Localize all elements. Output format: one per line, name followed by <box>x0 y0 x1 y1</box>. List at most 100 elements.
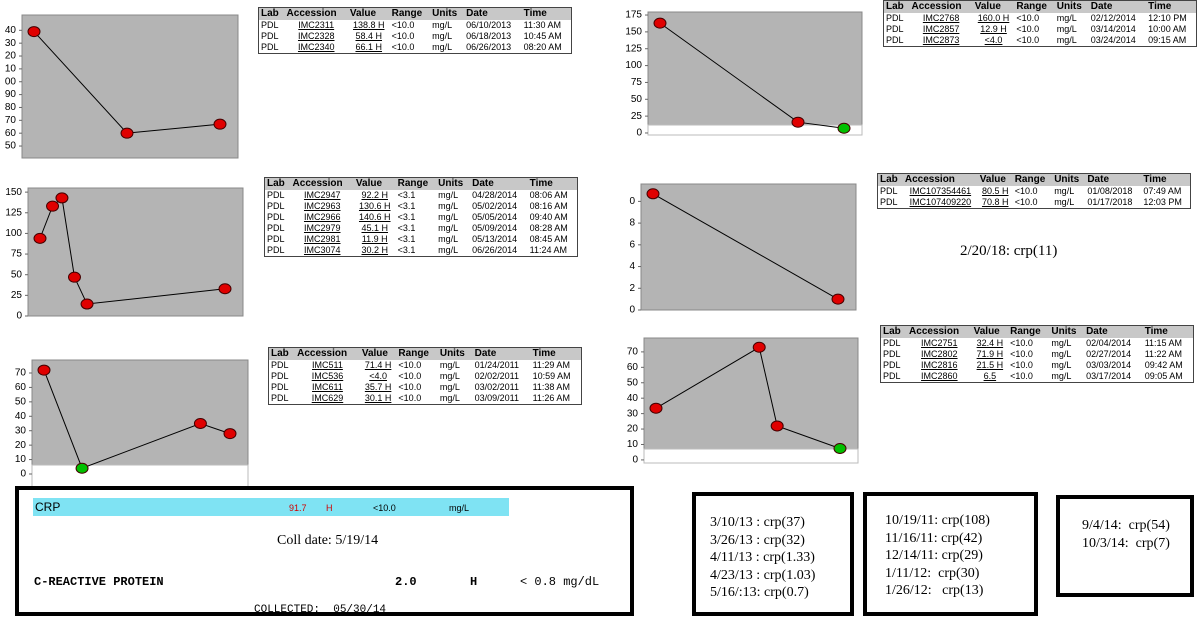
crp-bar <box>33 498 509 516</box>
lab-panel: CRP 91.7 H <10.0 mg/L Coll date: 5/19/14… <box>15 486 634 616</box>
cell: <3.1 <box>397 201 416 211</box>
test-flag: H <box>470 575 478 589</box>
cell: 05/05/2014 <box>472 212 518 222</box>
header-cell: Time <box>527 178 577 190</box>
cell: mg/L <box>1054 197 1075 207</box>
cell: PDL <box>883 349 901 359</box>
y-tick-label: 50 <box>11 269 23 280</box>
test-range: < 0.8 mg/dL <box>520 575 600 589</box>
crp-units: mg/L <box>449 503 470 513</box>
cell: 11:24 AM <box>529 245 568 255</box>
y-tick-label: 6 <box>629 239 635 250</box>
header-cell: Value <box>359 348 397 360</box>
row: PDL IMC2768 160.0 H <10.0 mg/L 02/12/2014 12:1… <box>884 13 1196 24</box>
y-tick-label: 125 <box>5 207 22 218</box>
row: PDL IMC2966 140.6 H <3.1 mg/L 05/05/2014 09:40… <box>265 212 577 223</box>
cell: 09:15 AM <box>1148 35 1187 45</box>
cell: mg/L <box>438 201 459 211</box>
header-cell: Range <box>1014 1 1055 13</box>
cell: <10.0 <box>398 371 422 381</box>
row: PDL IMC629 30.1 H <10.0 mg/L 03/09/2011 11:26 … <box>269 393 581 404</box>
header-cell: Units <box>437 348 473 360</box>
list-box: 9/4/14: crp(54) 10/3/14: crp(7) <box>1056 495 1194 597</box>
row: PDL IMC2751 32.4 H <10.0 mg/L 02/04/2014 11:15… <box>881 338 1193 349</box>
list-line: 9/4/14: crp(54) <box>1082 518 1170 533</box>
y-tick-label: 50 <box>631 94 643 105</box>
cell: <10.0 <box>391 42 415 52</box>
cell: 09:42 AM <box>1144 360 1183 370</box>
y-tick-label: 0 <box>629 305 635 316</box>
cell: 10:59 AM <box>532 371 571 381</box>
cell: 09:05 AM <box>1144 371 1183 381</box>
cell: mg/L <box>1054 186 1075 196</box>
header-row: Lab Accession Value Range Units Date Time <box>259 8 571 20</box>
y-tick-label: 10 <box>627 439 639 450</box>
cell: 11:26 AM <box>532 393 570 403</box>
header-cell: Lab <box>265 178 291 190</box>
cell: 03/17/2014 <box>1086 371 1132 381</box>
cell: <10.0 <box>1010 360 1033 370</box>
data-line <box>652 193 839 300</box>
cell: IMC2802 <box>921 349 958 359</box>
row: PDL IMC2979 45.1 H <3.1 mg/L 05/09/2014 08:28 … <box>265 223 577 234</box>
cell: 11:38 AM <box>532 382 570 392</box>
cell: 03/09/2011 <box>474 393 519 403</box>
cell: IMC2981 <box>303 234 341 244</box>
table: Lab Accession Value Range Units Date Time PDL IM… <box>881 326 1193 382</box>
table: Lab Accession Value Range Units Date Time PDL IM… <box>878 174 1190 208</box>
cell: mg/L <box>1056 13 1077 23</box>
cell: PDL <box>271 393 289 403</box>
y-tick-label: 40 <box>627 393 639 404</box>
cell: <10.0 <box>1014 186 1038 196</box>
cell: 02/12/2014 <box>1090 13 1136 23</box>
cell: <10.0 <box>1010 338 1033 348</box>
cell: 06/10/2013 <box>466 20 512 30</box>
header-cell: Date <box>470 178 528 190</box>
header-cell: Accession <box>902 174 978 186</box>
data-point <box>213 118 227 130</box>
cell: 05/13/2014 <box>472 234 518 244</box>
cell: 09:40 AM <box>529 212 568 222</box>
cell: PDL <box>267 201 285 211</box>
data-point <box>67 271 81 283</box>
data-point <box>653 17 667 29</box>
cell: 03/02/2011 <box>474 382 519 392</box>
y-tick-label: 150 <box>625 27 642 38</box>
header-cell: Value <box>353 178 396 190</box>
test-name: C-REACTIVE PROTEIN <box>34 575 164 589</box>
cell: 30.2 H <box>361 245 389 255</box>
header-row: Lab Accession Value Range Units Date Time <box>878 174 1190 186</box>
header-cell: Time <box>521 8 571 20</box>
cell: IMC2340 <box>297 42 335 52</box>
cell: <10.0 <box>398 393 422 403</box>
y-tick-label: 60 <box>5 128 17 139</box>
cell: 71.9 H <box>976 349 1004 359</box>
y-tick-label: 30 <box>15 425 27 436</box>
y-tick-label: 60 <box>627 362 639 373</box>
header-cell: Range <box>1008 326 1050 338</box>
cell: 160.0 H <box>977 13 1010 23</box>
header-cell: Accession <box>907 326 972 338</box>
data-point <box>27 26 41 38</box>
data-point <box>649 402 663 414</box>
header-cell: Value <box>972 1 1015 13</box>
cell: IMC107354461 <box>909 186 972 196</box>
cell: IMC629 <box>311 393 344 403</box>
note: 2/20/18: crp(11) <box>960 243 1058 259</box>
cell: 21.5 H <box>976 360 1004 370</box>
y-tick-label: 50 <box>627 377 639 388</box>
cell: 10:45 AM <box>523 31 562 41</box>
cell: 06/18/2013 <box>466 31 512 41</box>
header-cell: Lab <box>269 348 296 360</box>
cell: 08:28 AM <box>529 223 568 233</box>
cell: <10.0 <box>1010 349 1033 359</box>
y-tick-label: 70 <box>627 347 639 358</box>
cell: 6.5 <box>983 371 997 381</box>
table: Lab Accession Value Range Units Date Time PDL IM… <box>884 1 1196 46</box>
cell: PDL <box>271 371 289 381</box>
cell: 08:06 AM <box>529 190 568 200</box>
plot-area <box>27 187 244 317</box>
cell: PDL <box>883 371 901 381</box>
header-cell: Accession <box>290 178 354 190</box>
